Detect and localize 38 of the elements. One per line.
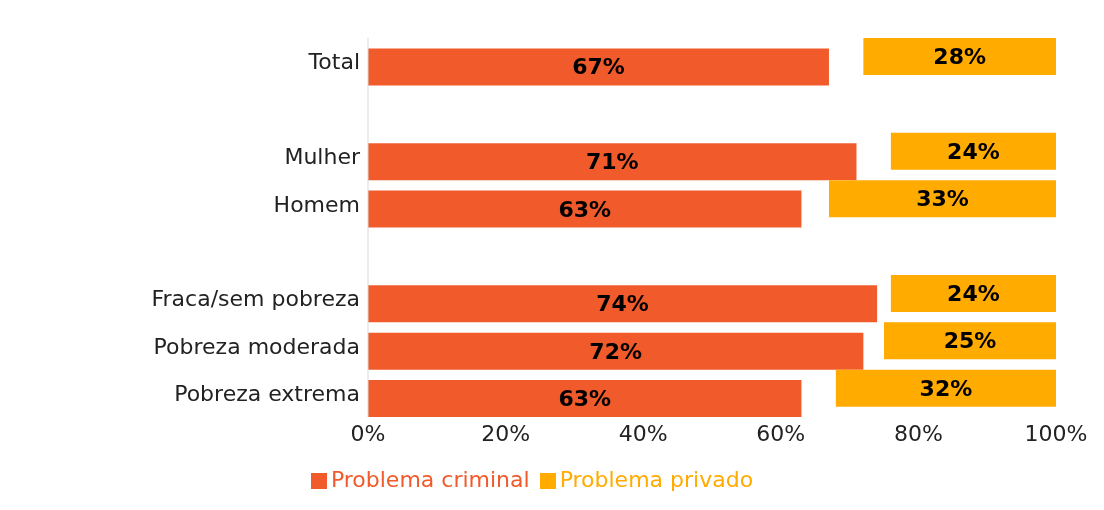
data-label: 32% [919,375,973,401]
y-tick-label: Total [307,49,360,75]
data-label: 24% [947,138,1000,164]
data-label: 33% [916,186,969,212]
bar [368,48,829,86]
y-tick-label: Pobreza moderada [153,333,360,359]
bar [835,369,1056,407]
data-label: 25% [943,328,997,354]
bar [890,274,1056,312]
data-label: 63% [558,386,612,412]
x-tick-label: 0% [350,420,386,446]
data-label: 71% [585,149,639,175]
x-tick-label: 100% [1024,420,1088,446]
x-tick-label: 60% [756,420,806,446]
y-tick-label: Pobreza extrema [174,381,360,407]
data-label: 72% [589,338,643,364]
y-tick-label: Homem [273,191,360,217]
x-tick-label: 40% [618,420,668,446]
bar [828,180,1056,218]
x-tick-label: 20% [481,420,531,446]
bar [368,190,802,228]
data-label: 63% [558,196,612,222]
bar [884,322,1056,360]
bar [368,380,802,418]
y-tick-label: Fraca/sem pobreza [151,286,360,312]
data-label: 24% [947,280,1000,306]
y-tick-label: Mulher [284,144,361,170]
data-label: 67% [572,54,625,80]
legend-label: Problema privado [559,467,754,492]
bar [368,285,878,323]
x-tick-label: 80% [893,420,943,446]
bar [368,143,857,181]
data-label: 28% [933,44,987,70]
bar [863,38,1056,76]
data-label: 74% [596,291,649,317]
bar [368,332,864,370]
legend-label: Problema criminal [330,467,530,492]
bar [890,132,1056,170]
